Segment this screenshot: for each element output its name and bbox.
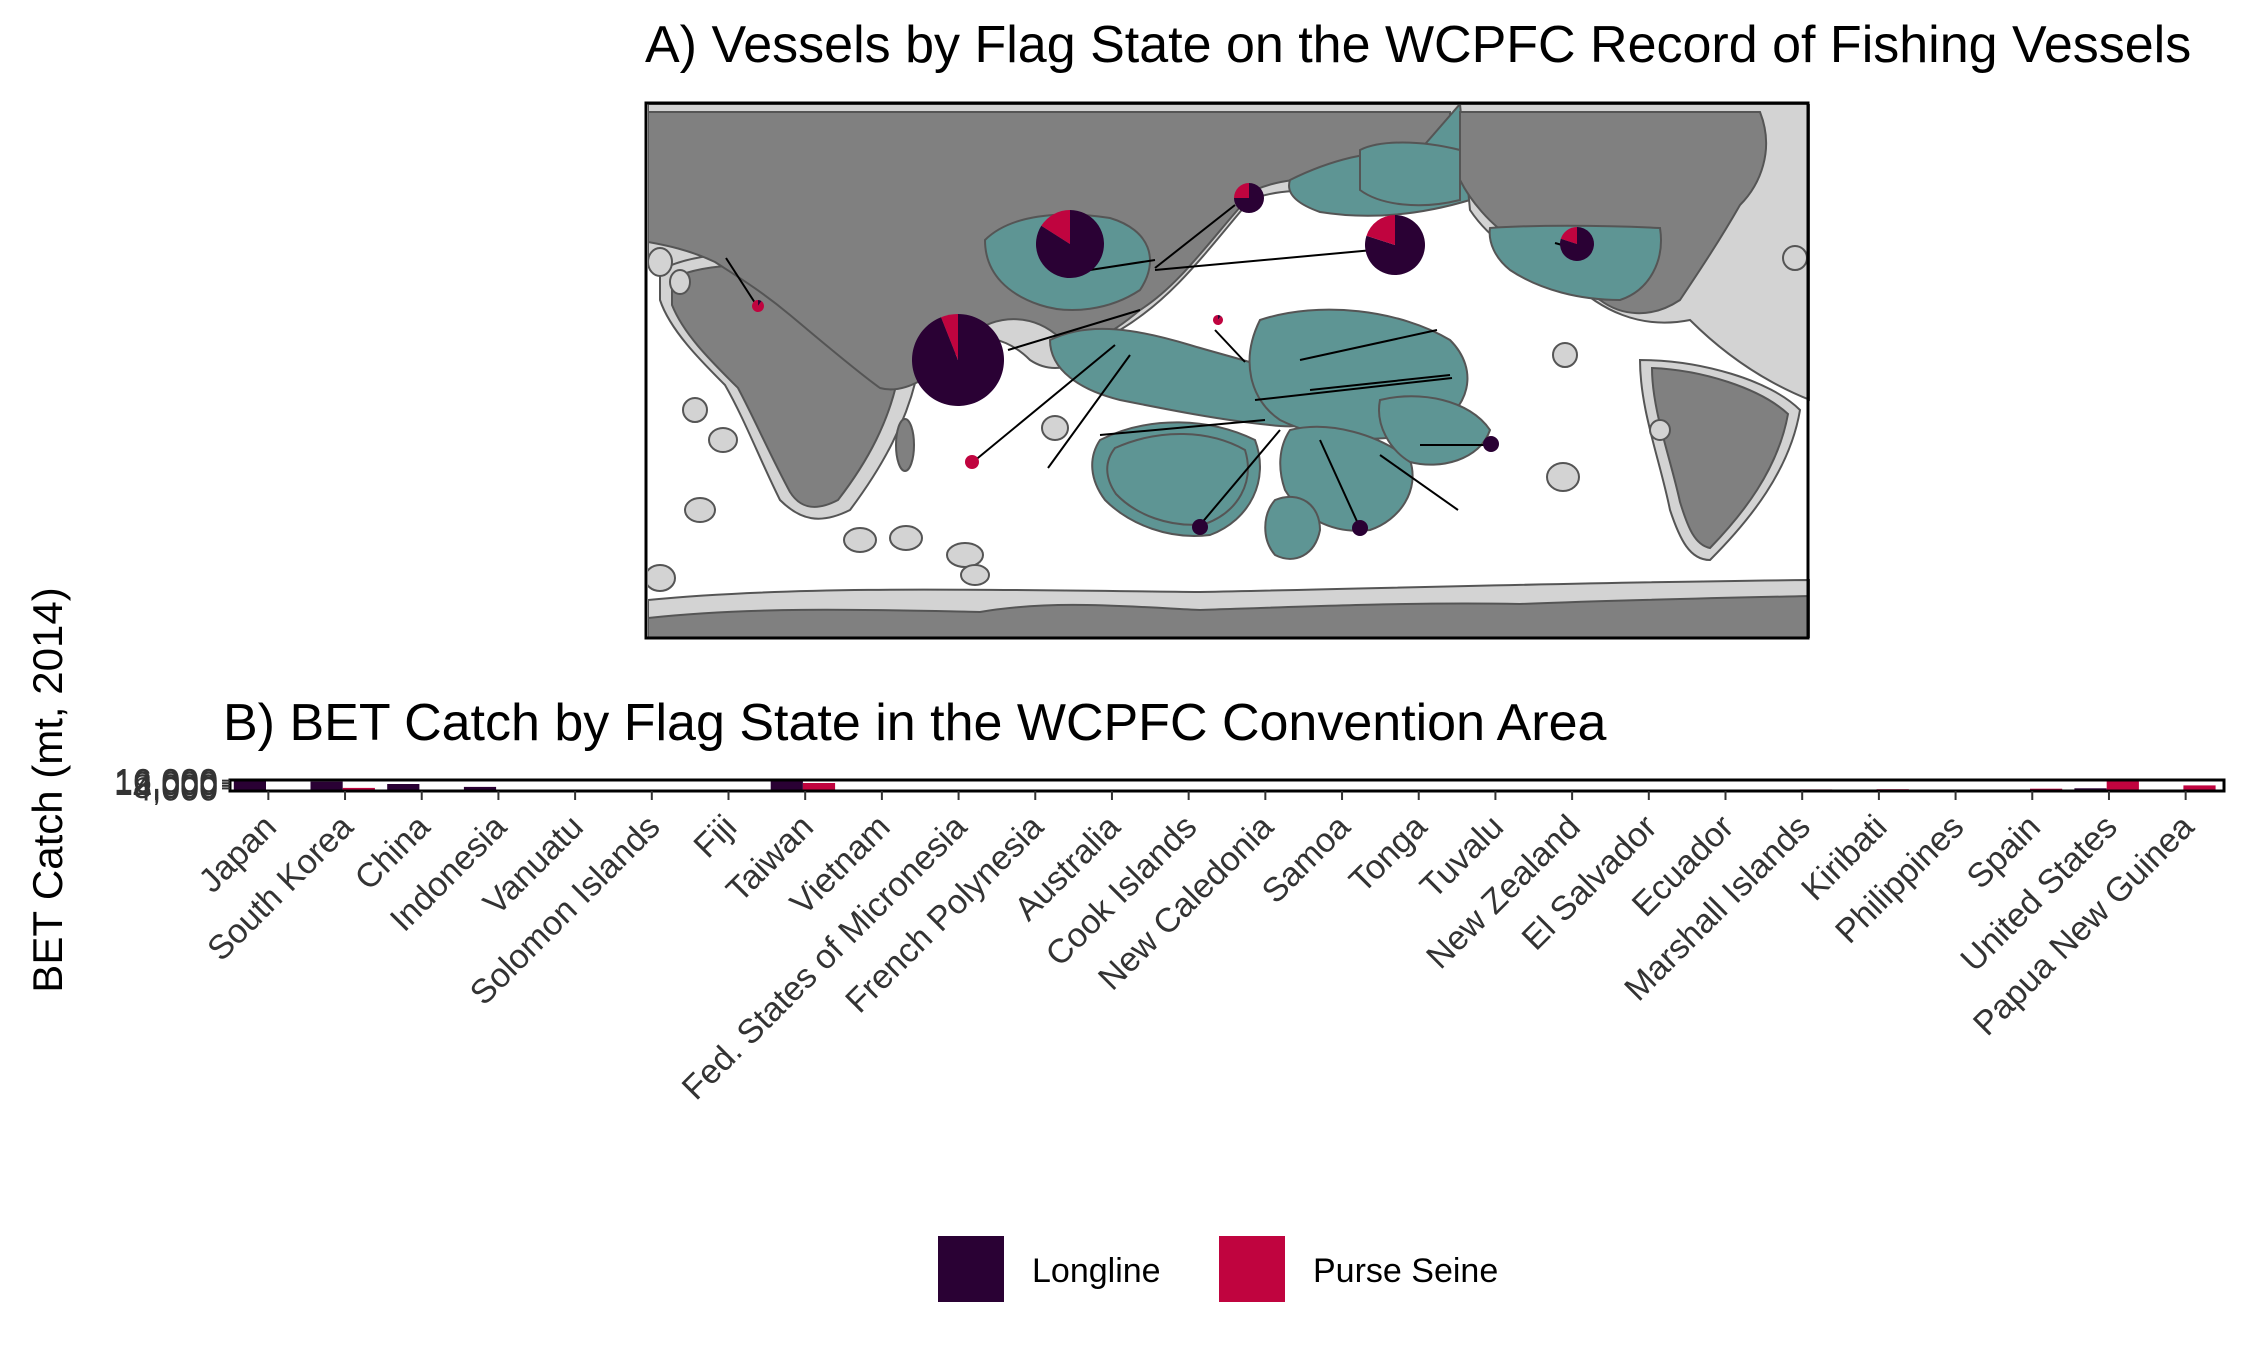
pie-south-korea <box>1234 183 1264 213</box>
pie-united-states-slice-1 <box>1560 227 1577 244</box>
alaska <box>1359 141 1461 207</box>
pie-philippines-slice-0 <box>1218 315 1221 320</box>
bar-longline-0 <box>233 780 266 791</box>
legend: Longline Purse Seine <box>938 1236 1498 1302</box>
map-title: A) Vessels by Flag State on the WCPFC Re… <box>645 16 2191 74</box>
x-tick-label-14: Samoa <box>1255 808 1358 911</box>
pie-united-states <box>1560 227 1595 261</box>
antarctica-land <box>648 594 1810 638</box>
pie-australia <box>1192 519 1208 535</box>
melanesia-eez <box>1279 425 1414 532</box>
island-eez-ovals <box>648 245 1808 592</box>
map-panel <box>648 104 1810 638</box>
pie-china <box>1036 210 1104 278</box>
pie-philippines-slice-1 <box>1213 315 1223 325</box>
bar-title: B) BET Catch by Flag State in the WCPFC … <box>223 694 1607 752</box>
pie-japan-slice-1 <box>1366 215 1395 245</box>
pie-cook-islands-slice-0 <box>1483 436 1499 452</box>
x-tick-label-6: Fiji <box>687 808 745 866</box>
pie-taiwan-slice-0 <box>912 314 1005 407</box>
bar-plot-background <box>230 780 2224 791</box>
pie-philippines <box>1213 315 1223 325</box>
south-america-land <box>1650 366 1790 550</box>
bar-longline-3 <box>463 786 497 791</box>
pie-leader-lines <box>725 204 1581 529</box>
pie-japan-slice-0 <box>1365 215 1426 276</box>
pie-new-zealand-slice-0 <box>1352 520 1368 536</box>
pie-south-korea-slice-1 <box>1234 183 1249 198</box>
y-tick-label-0: 4,000 <box>133 770 218 808</box>
pie-japan <box>1365 215 1426 276</box>
polynesia-eez <box>1378 395 1492 466</box>
bar-purse-seine-1 <box>342 787 375 791</box>
pie-el-salvador <box>965 455 979 469</box>
y-tick-label-2: 12,000 <box>114 765 218 803</box>
map-border <box>644 101 1810 640</box>
pie-spain <box>752 300 765 312</box>
y-tick-label-3: 16,000 <box>114 763 218 801</box>
legend-swatch-purse-seine <box>1219 1236 1285 1302</box>
bar-longline-2 <box>387 784 420 791</box>
legend-swatch-longline <box>938 1236 1004 1302</box>
bar-purse-seine-25 <box>2183 785 2216 791</box>
bar-longline-7 <box>770 780 803 791</box>
pie-taiwan <box>912 314 1005 407</box>
pie-spain-slice-1 <box>752 300 765 312</box>
pie-el-salvador-slice-1 <box>965 455 979 469</box>
pies <box>752 183 1595 536</box>
bar-longline-1 <box>310 781 343 791</box>
pie-united-states-slice-0 <box>1560 227 1595 261</box>
australia-land <box>1106 433 1249 526</box>
madagascar <box>895 418 915 472</box>
pie-new-zealand <box>1352 520 1368 536</box>
legend-label-purse-seine: Purse Seine <box>1313 1252 1498 1290</box>
y-tick-label-1: 8,000 <box>133 768 218 806</box>
pie-cook-islands <box>1483 436 1499 452</box>
bar-purse-seine-7 <box>802 783 836 791</box>
pie-spain-slice-0 <box>758 300 762 306</box>
bar-purse-seine-24 <box>2106 780 2139 791</box>
pie-china-slice-1 <box>1041 210 1070 244</box>
y-axis-label: BET Catch (mt, 2014) <box>24 587 71 992</box>
us-region <box>1488 224 1662 302</box>
pie-australia-slice-0 <box>1192 519 1208 535</box>
legend-label-longline: Longline <box>1032 1252 1161 1290</box>
new-zealand-eez <box>1264 495 1322 560</box>
pie-taiwan-slice-1 <box>941 314 958 360</box>
